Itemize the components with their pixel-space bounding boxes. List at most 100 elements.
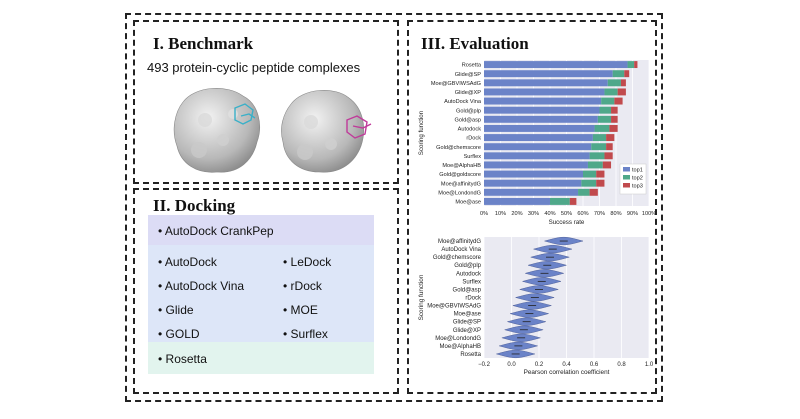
legend-label-top1: top1 — [632, 168, 643, 174]
success-rate-chart: 0% 10% 20% 30% 40% 50% 60% 70% 80% 90% 100% Rosetta… — [418, 60, 655, 226]
legend-swatch-top1 — [623, 167, 630, 172]
y-tick-label: Gold@plp — [456, 108, 481, 114]
y-tick-label: AutoDock Vina — [441, 247, 481, 253]
x-tick-label: 50% — [561, 211, 572, 217]
docking-item-moe: • MOE — [283, 303, 318, 317]
benchmark-title: I. Benchmark — [153, 34, 254, 53]
bar-top1 — [484, 124, 595, 132]
y-tick-label: Moe@affinitydG — [438, 239, 481, 245]
bar-top3 — [614, 97, 623, 105]
bar-top2 — [592, 134, 607, 142]
bar-top1 — [484, 188, 579, 196]
docking-item-glide: • Glide — [158, 303, 194, 317]
x-tick-label: 20% — [511, 211, 522, 217]
y-tick-label: Moe@ase — [454, 312, 482, 318]
x-axis-label: Pearson correlation coefficient — [524, 369, 610, 376]
benchmark-panel: I. Benchmark 493 protein-cyclic peptide … — [133, 20, 399, 184]
bar-top1 — [484, 79, 608, 87]
y-tick-label: Moe@GBVIWSAdG — [427, 304, 481, 310]
bar-top3 — [609, 124, 618, 132]
bar-top2 — [591, 143, 607, 151]
y-tick-label: Autodock — [456, 271, 482, 277]
x-tick-label: 0.2 — [535, 362, 544, 368]
y-tick-label: Moe@AlphaHB — [442, 163, 481, 169]
bar-top3 — [602, 161, 612, 169]
bar-top2 — [607, 79, 621, 87]
legend-label-top2: top2 — [632, 176, 643, 182]
y-tick-label: Rosetta — [462, 63, 482, 69]
bar-top2 — [612, 70, 625, 78]
y-tick-label: Moe@ase — [455, 200, 481, 206]
bar-top3 — [596, 179, 605, 187]
pearson-violin-chart: −0.2 0.0 0.2 0.4 0.6 0.8 1.0 Moe@affinitydG Auto… — [418, 236, 654, 376]
protein-surface-left — [173, 87, 260, 173]
y-tick-label: Glide@SP — [453, 320, 481, 326]
legend-label-top3: top3 — [632, 184, 643, 190]
y-tick-label: Surflex — [464, 154, 482, 160]
docking-box-bottom: • Rosetta — [148, 342, 374, 374]
bar-top3 — [606, 143, 613, 151]
bar-top2 — [599, 106, 612, 114]
y-tick-label: Gold@plp — [454, 263, 481, 269]
bar-top3 — [589, 188, 598, 196]
x-tick-label: −0.2 — [478, 362, 491, 368]
docking-box-middle: • AutoDock • AutoDock Vina • Glide • GOL… — [148, 245, 374, 342]
protein-surface-right — [281, 89, 364, 173]
bar-top3 — [617, 88, 626, 96]
y-tick-label: Moe@LondondG — [435, 336, 481, 342]
bar-top1 — [484, 115, 598, 123]
bar-top2 — [594, 124, 610, 132]
y-tick-label: AutoDock Vina — [444, 99, 482, 105]
y-axis-label: Scoring function — [418, 110, 425, 155]
bar-top1 — [484, 88, 605, 96]
cyclic-peptide-cyan — [234, 103, 256, 125]
docking-item-autodock: • AutoDock — [158, 255, 217, 269]
bar-top2 — [581, 179, 597, 187]
legend-swatch-top3 — [623, 183, 630, 188]
x-tick-label: 30% — [528, 211, 539, 217]
docking-item-autodock-crankpep: • AutoDock CrankPep — [158, 224, 274, 238]
bar-top2 — [589, 152, 605, 160]
bar-top1 — [484, 143, 592, 151]
docking-item-surflex: • Surflex — [283, 327, 328, 341]
y-tick-label: Moe@AlphaHB — [440, 344, 481, 350]
benchmark-subtitle: 493 protein-cyclic peptide complexes — [147, 60, 361, 75]
docking-item-rosetta: • Rosetta — [158, 352, 207, 366]
bar-top2 — [587, 161, 603, 169]
bar-top3 — [596, 170, 605, 178]
y-tick-label: Gold@asp — [453, 287, 482, 293]
y-tick-label: Glide@XP — [455, 90, 481, 96]
x-tick-label: 80% — [610, 211, 621, 217]
y-tick-label: rDock — [466, 136, 481, 142]
bar-top3 — [569, 197, 577, 205]
y-tick-label: Autodock — [458, 127, 482, 133]
y-tick-label: Gold@goldscore — [439, 172, 481, 178]
bar-top1 — [484, 106, 600, 114]
bar-top1 — [484, 97, 602, 105]
bar-top3 — [624, 70, 630, 78]
cyclic-peptide-magenta — [346, 115, 372, 139]
bar-top2 — [627, 61, 635, 69]
y-tick-label: Glide@XP — [453, 328, 481, 334]
figure-frame — [125, 13, 663, 402]
protein-structures — [173, 87, 372, 173]
bar-top3 — [606, 134, 615, 142]
bar-top2 — [601, 97, 615, 105]
bar-top2 — [550, 197, 570, 205]
x-tick-label: 0.8 — [617, 362, 626, 368]
x-tick-label: 1.0 — [645, 362, 654, 368]
y-tick-label: Surflex — [462, 279, 481, 285]
bar-top3 — [604, 152, 613, 160]
x-axis-label: Success rate — [549, 219, 585, 226]
x-tick-label: 0.0 — [507, 362, 516, 368]
bar-top1 — [484, 70, 613, 78]
bar-top1 — [484, 179, 582, 187]
bar-top1 — [484, 61, 628, 69]
x-tick-label: 60% — [577, 211, 588, 217]
bar-top2 — [583, 170, 597, 178]
y-tick-label: Moe@GBVIWSAdG — [431, 81, 481, 87]
x-tick-label: 0.4 — [562, 362, 571, 368]
docking-item-rdock: • rDock — [283, 279, 322, 293]
y-tick-label: Moe@affinitydG — [441, 181, 481, 187]
x-tick-label: 0% — [480, 211, 488, 217]
